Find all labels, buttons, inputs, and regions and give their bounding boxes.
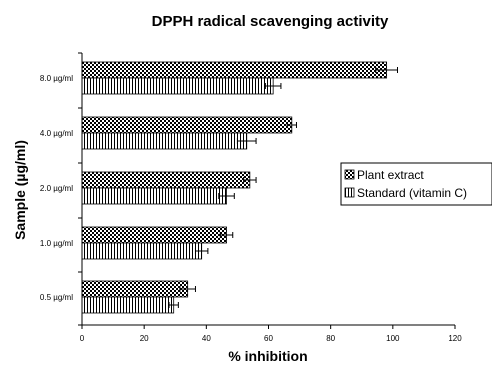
bar-standard <box>81 132 248 150</box>
error-bar-plant-extract <box>286 122 297 128</box>
bar-plant-extract <box>81 61 388 79</box>
y-axis-ticks: 8.0 µg/ml 4.0 µg/ml 2.0 µg/ml 1.0 µg/ml 0.5 … <box>40 52 82 326</box>
bar-standard <box>81 187 227 205</box>
x-tick-label: 120 <box>448 334 462 343</box>
error-bar-standard <box>236 138 257 144</box>
legend-label-plant-extract: Plant extract <box>357 168 424 182</box>
error-bar-standard <box>264 83 282 89</box>
x-axis-title: % inhibition <box>228 348 307 364</box>
plot-area <box>81 61 398 314</box>
y-tick-label: 4.0 µg/ml <box>40 129 73 138</box>
bar-plant-extract <box>81 280 189 298</box>
error-bar-standard <box>218 193 235 199</box>
bar-plant-extract <box>81 226 227 244</box>
x-axis-ticks: 0 20 40 60 80 100 120 <box>80 325 462 343</box>
x-tick-label: 0 <box>80 334 85 343</box>
bar-standard <box>81 242 203 260</box>
legend-box <box>340 162 492 206</box>
bar-standard <box>81 296 175 314</box>
legend-swatch-standard <box>344 187 355 198</box>
y-tick-label: 8.0 µg/ml <box>40 74 73 83</box>
legend-swatch-plant-extract <box>344 169 355 180</box>
bar-plant-extract <box>81 171 251 189</box>
legend: Plant extract Standard (vitamin C) <box>340 162 492 206</box>
x-tick-label: 40 <box>202 334 211 343</box>
x-tick-label: 20 <box>140 334 149 343</box>
bar-plant-extract <box>81 116 293 134</box>
error-bar-plant-extract <box>179 286 196 292</box>
x-tick-label: 60 <box>264 334 273 343</box>
chart-title: DPPH radical scavenging activity <box>152 13 389 30</box>
x-tick-label: 100 <box>386 334 400 343</box>
error-bar-plant-extract <box>219 232 234 238</box>
legend-label-standard: Standard (vitamin C) <box>357 186 467 200</box>
x-tick-label: 80 <box>326 334 335 343</box>
y-tick-label: 2.0 µg/ml <box>40 184 73 193</box>
error-bar-standard <box>194 248 209 254</box>
y-axis-title: Sample (µg/ml) <box>12 140 28 240</box>
error-bar-plant-extract <box>243 177 257 183</box>
bar-standard <box>81 77 274 95</box>
y-tick-label: 1.0 µg/ml <box>40 239 73 248</box>
error-bar-standard <box>168 302 179 308</box>
y-tick-label: 0.5 µg/ml <box>40 293 73 302</box>
error-bar-plant-extract <box>375 67 398 73</box>
